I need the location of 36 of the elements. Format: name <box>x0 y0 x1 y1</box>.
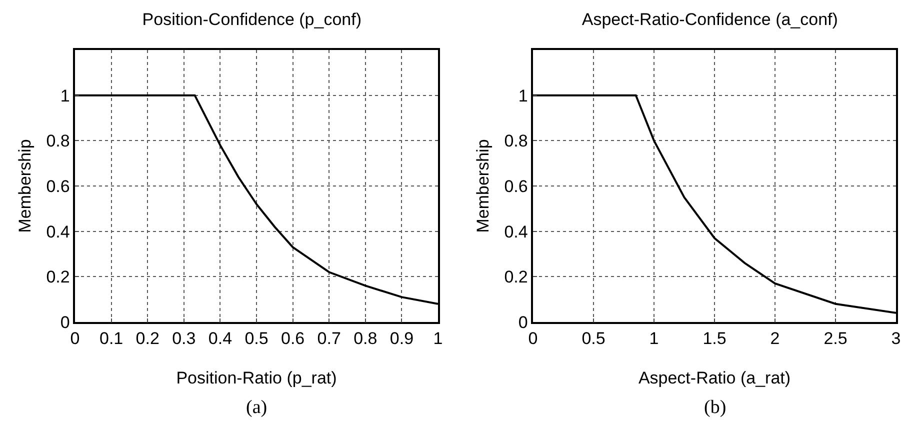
y-tick-label: 0.6 <box>46 176 70 196</box>
x-tick-label: 2.5 <box>824 329 848 348</box>
x-tick-label: 0.5 <box>582 329 606 348</box>
y-tick-label: 0.2 <box>46 268 70 287</box>
x-tick-label: 3 <box>891 329 901 348</box>
text: (b) <box>704 397 726 418</box>
x-tick-label: 1.5 <box>702 329 726 348</box>
x-tick-label: 2 <box>770 329 780 348</box>
y-tick-label: 0.6 <box>504 176 528 196</box>
y-tick-label: 0.8 <box>46 132 70 151</box>
x-tick-label: 0.5 <box>244 329 268 348</box>
y-tick-label: 0 <box>518 312 528 332</box>
y-tick-label: 0.4 <box>504 222 528 242</box>
chart-title: Position-Confidence (p_conf) <box>142 10 362 30</box>
x-tick-label: 1 <box>433 329 443 348</box>
x-tick-label: 0.8 <box>354 329 378 348</box>
x-tick-label: 0.7 <box>317 329 341 348</box>
x-tick-label: 1 <box>649 329 659 348</box>
y-axis-title: Membership <box>16 139 34 233</box>
x-tick-label: 0.2 <box>136 329 160 348</box>
text: (a) <box>246 397 268 418</box>
y-tick-label: 1 <box>518 86 528 106</box>
x-tick-label: 0.6 <box>280 329 305 348</box>
y-tick-label: 0.8 <box>504 132 528 151</box>
y-tick-label: 0 <box>60 312 70 332</box>
x-tick-label: 0.3 <box>172 329 196 348</box>
chart-title: Aspect-Ratio-Confidence (a_conf) <box>582 10 838 30</box>
y-tick-label: 0.4 <box>46 222 70 242</box>
x-tick-label: 0.1 <box>99 329 124 348</box>
x-tick-label: 0.4 <box>208 329 232 348</box>
x-tick-label: 0.9 <box>390 329 414 348</box>
x-axis-title: Position-Ratio (p_rat) <box>176 368 337 388</box>
y-axis-title: Membership <box>474 139 492 233</box>
x-axis-title: Aspect-Ratio (a_rat) <box>638 368 791 388</box>
y-tick-label: 0.2 <box>504 268 528 287</box>
y-tick-label: 1 <box>60 86 70 106</box>
